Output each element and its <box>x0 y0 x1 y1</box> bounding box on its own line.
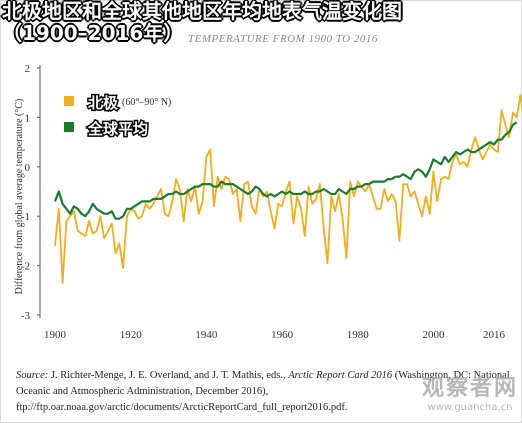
y-tick-label: 0 <box>25 162 31 174</box>
overlay-title-line-1: 北极地区和全球其他地区年均地表气温变化图 <box>2 0 402 23</box>
overlay-title: 北极地区和全球其他地区年均地表气温变化图 （1900–2016年） <box>2 0 402 44</box>
watermark-url: www.guancha.cn <box>427 402 513 413</box>
legend-swatch-1 <box>64 122 74 132</box>
y-tick-label: -1 <box>21 211 30 223</box>
source-note: Source: J. Richter-Menge, J. E. Overland… <box>16 368 516 416</box>
watermark-logo: 观察者网 <box>421 376 518 401</box>
legend-label-0: 北极 <box>88 94 119 112</box>
source-label: Source: <box>16 370 49 381</box>
overlay-title-line-2: （1900–2016年） <box>2 21 184 45</box>
source-text: J. Richter-Menge, J. E. Overland, and J.… <box>48 370 289 381</box>
chart-axes: 2 1 0 -1 -2 -3 1900 1920 1940 1960 1980 2000 2016 Dif… <box>14 63 506 341</box>
y-tick-label: -3 <box>21 310 31 322</box>
y-tick-label: 1 <box>25 112 31 124</box>
y-tick-label: -2 <box>21 261 30 273</box>
chart-lines <box>53 94 522 284</box>
x-tick-label: 2000 <box>422 329 445 341</box>
x-tick-label: 1940 <box>195 329 218 341</box>
watermark: 观察者网 www.guancha.cn <box>420 370 520 413</box>
y-axis-label: Difference from global average temperatu… <box>14 99 25 295</box>
x-tick-label: 2016 <box>483 329 506 341</box>
x-tick-label: 1960 <box>271 329 294 341</box>
series-arctic-line <box>54 94 522 284</box>
legend-original-text: (60°–90° N) <box>122 97 171 108</box>
source-italic: Arctic Report Card 2016 <box>288 370 393 381</box>
original-title-fragment: TEMPERATURE FROM 1900 TO 2016 <box>188 33 378 45</box>
source-rest: (Washington, DC: National Oceanic and At… <box>16 370 510 413</box>
y-tick-label: 2 <box>25 63 31 75</box>
x-tick-label: 1900 <box>44 329 67 341</box>
x-tick-label: 1920 <box>120 329 143 341</box>
legend-label-1: 全球平均 <box>87 120 148 138</box>
x-tick-label: 1980 <box>347 329 370 341</box>
series-global-line <box>53 121 518 220</box>
legend-swatch-0 <box>64 96 74 106</box>
